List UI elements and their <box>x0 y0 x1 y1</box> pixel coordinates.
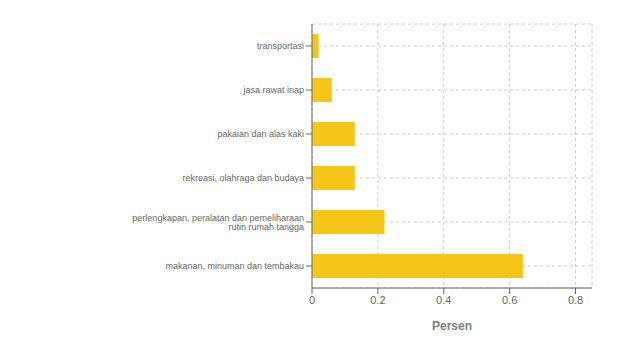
svg-text:makanan, minuman dan tembakau: makanan, minuman dan tembakau <box>165 261 304 271</box>
svg-text:rekreasi, olahraga dan budaya: rekreasi, olahraga dan budaya <box>182 173 304 183</box>
svg-text:Persen: Persen <box>432 319 472 333</box>
svg-text:perlengkapan, peralatan dan pe: perlengkapan, peralatan dan pemeliharaan… <box>132 213 304 232</box>
svg-text:0.2: 0.2 <box>370 294 385 306</box>
svg-text:0.8: 0.8 <box>568 294 583 306</box>
svg-text:jasa rawat inap: jasa rawat inap <box>242 85 304 95</box>
svg-text:0: 0 <box>309 294 315 306</box>
svg-text:0.6: 0.6 <box>502 294 517 306</box>
svg-text:0.4: 0.4 <box>436 294 451 306</box>
svg-text:transportasi: transportasi <box>257 41 304 51</box>
svg-text:pakaian dan alas kaki: pakaian dan alas kaki <box>217 129 304 139</box>
